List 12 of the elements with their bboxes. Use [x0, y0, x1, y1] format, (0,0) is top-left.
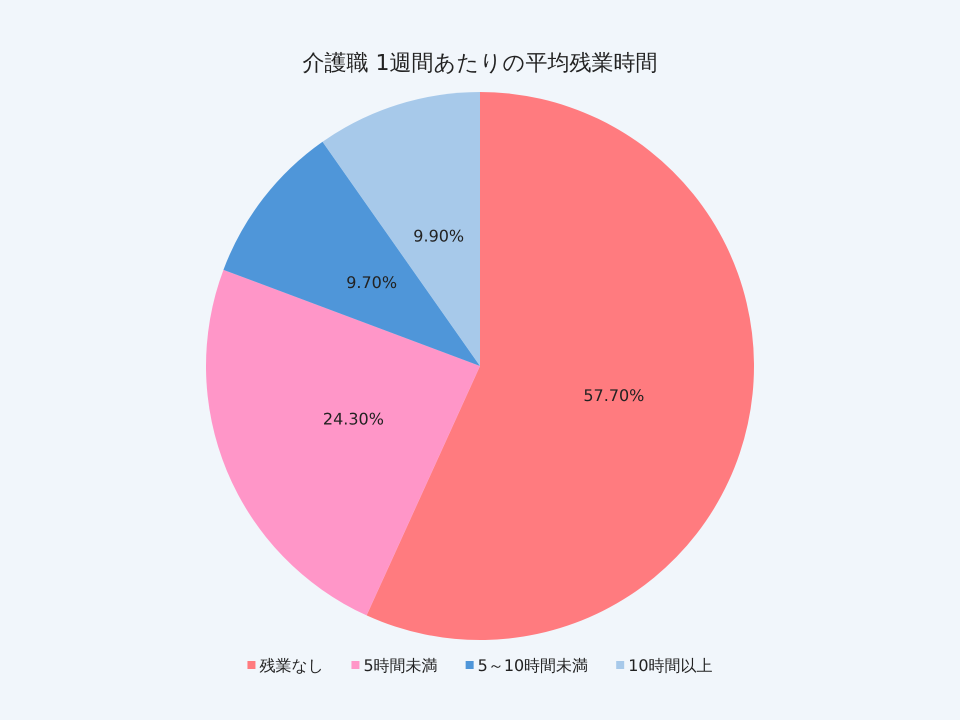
chart-title: 介護職 1週間あたりの平均残業時間 [302, 51, 658, 76]
legend-label: 5～10時間未満 [478, 656, 588, 675]
data-label: 9.90% [413, 226, 464, 246]
pie-slice [206, 270, 480, 616]
pie-slice [223, 142, 480, 366]
legend-label: 10時間以上 [628, 656, 713, 675]
data-label: 9.70% [346, 273, 398, 292]
pie-slice [322, 92, 480, 366]
data-label: 57.70% [583, 386, 644, 406]
legend-label: 5時間未満 [363, 656, 438, 675]
data-label: 24.30% [322, 409, 384, 428]
legend-label: 残業なし [259, 656, 324, 675]
